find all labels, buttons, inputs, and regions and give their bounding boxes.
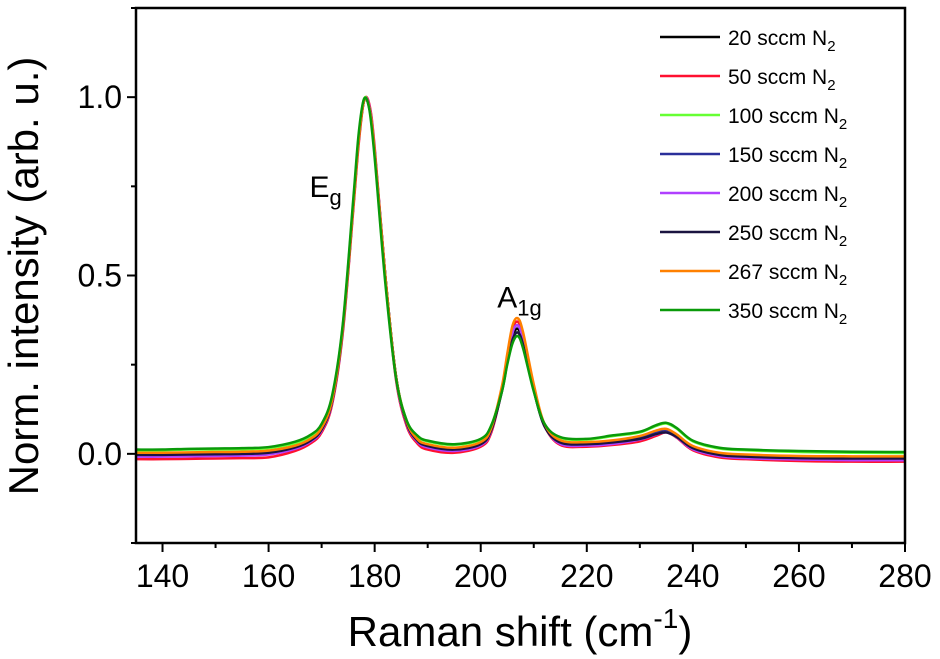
legend-label-sub: 2 [839, 155, 847, 172]
x-tick-label: 240 [666, 558, 719, 594]
peak-label-main: E [310, 171, 330, 204]
y-axis: 0.0 0.5 1.0 [78, 7, 136, 544]
legend-label-sub: 2 [827, 77, 835, 94]
legend-label-main: 20 sccm N [728, 27, 827, 50]
y-tick-label: 0.5 [78, 258, 122, 294]
legend-label-main: 267 sccm N [728, 261, 839, 284]
y-tick-label: 1.0 [78, 79, 122, 115]
series-curves [135, 95, 906, 463]
legend-label-main: 50 sccm N [728, 66, 827, 89]
x-axis: 140 160 180 200 220 240 260 280 [136, 543, 932, 594]
legend-label: 200 sccm N2 [728, 183, 847, 211]
legend-label: 100 sccm N2 [728, 105, 847, 133]
legend-item: 250 sccm N2 [660, 222, 847, 250]
legend-item: 100 sccm N2 [660, 105, 847, 133]
legend-label: 267 sccm N2 [728, 261, 847, 289]
x-tick-label: 160 [242, 558, 295, 594]
legend-label-sub: 2 [839, 233, 847, 250]
legend-item: 50 sccm N2 [660, 66, 836, 94]
legend-label: 250 sccm N2 [728, 222, 847, 250]
peak-label-sub: g [330, 185, 342, 210]
peak-label-main: A [497, 282, 517, 315]
legend-item: 20 sccm N2 [660, 27, 836, 55]
legend-label-main: 150 sccm N [728, 144, 839, 167]
legend-label-sub: 2 [839, 311, 847, 328]
x-tick-label: 220 [560, 558, 613, 594]
peak-label: A1g [497, 282, 541, 321]
legend-label-main: 200 sccm N [728, 183, 839, 206]
series-line-5 [135, 97, 906, 460]
legend-item: 350 sccm N2 [660, 300, 847, 328]
legend-label: 150 sccm N2 [728, 144, 847, 172]
series-line-7 [135, 96, 906, 454]
y-axis-label: Norm. intensity (arb. u.) [0, 57, 47, 496]
legend-label: 20 sccm N2 [728, 27, 836, 55]
x-tick-label: 140 [136, 558, 189, 594]
peak-label-sub: 1g [517, 296, 541, 321]
y-tick-label: 0.0 [78, 436, 122, 472]
legend-label-main: 350 sccm N [728, 300, 839, 323]
legend-item: 267 sccm N2 [660, 261, 847, 289]
legend-label: 350 sccm N2 [728, 300, 847, 328]
peak-label: Eg [310, 171, 342, 210]
legend-item: 150 sccm N2 [660, 144, 847, 172]
x-tick-label: 280 [878, 558, 931, 594]
peak-annotations: Eg A1g [310, 171, 542, 321]
series-line-6 [135, 97, 906, 458]
legend-label-main: 100 sccm N [728, 105, 839, 128]
legend-label-sub: 2 [839, 116, 847, 133]
legend-label: 50 sccm N2 [728, 66, 836, 94]
x-tick-label: 200 [454, 558, 507, 594]
legend-item: 200 sccm N2 [660, 183, 847, 211]
x-axis-label: Raman shift (cm-1) [348, 603, 693, 655]
x-tick-label: 180 [348, 558, 401, 594]
legend-label-sub: 2 [839, 272, 847, 289]
legend-label-sub: 2 [827, 38, 835, 55]
legend-label-main: 250 sccm N [728, 222, 839, 245]
x-tick-label: 260 [772, 558, 825, 594]
legend-label-sub: 2 [839, 194, 847, 211]
